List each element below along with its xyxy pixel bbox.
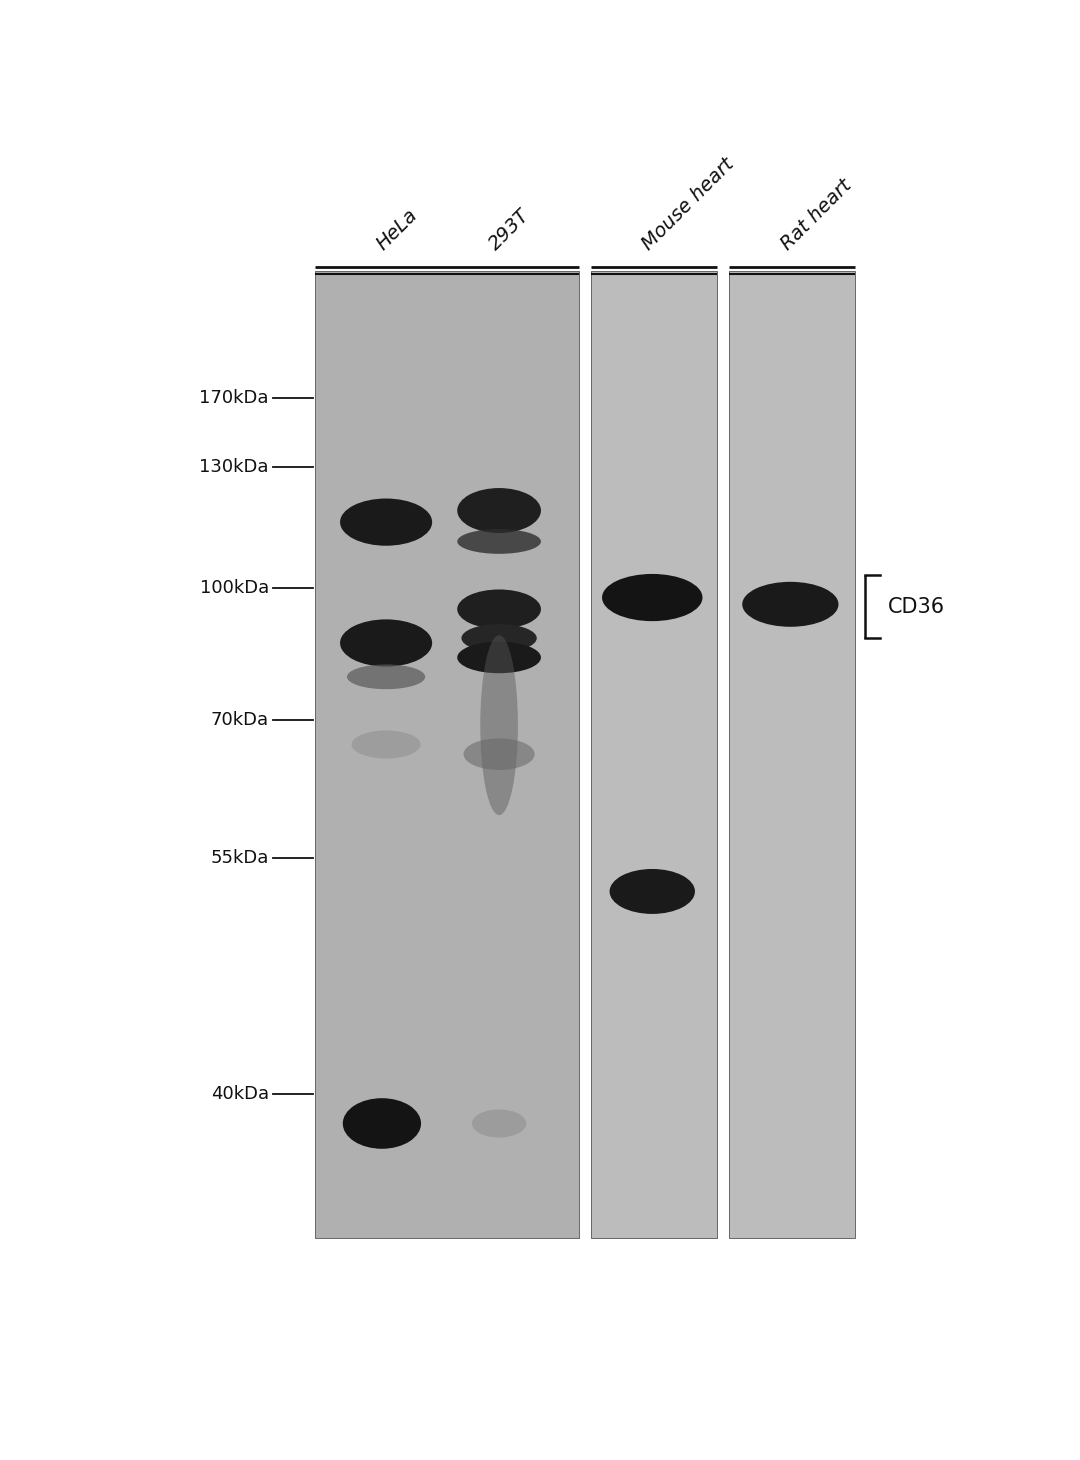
Text: 130kDa: 130kDa (200, 458, 269, 476)
Ellipse shape (457, 488, 541, 533)
Ellipse shape (742, 583, 838, 626)
Ellipse shape (472, 1110, 526, 1137)
Text: CD36: CD36 (889, 597, 945, 616)
Ellipse shape (481, 635, 518, 815)
Ellipse shape (340, 619, 432, 667)
Bar (729, 270, 855, 1238)
Ellipse shape (602, 574, 702, 620)
Text: 100kDa: 100kDa (200, 578, 269, 597)
Text: 40kDa: 40kDa (211, 1085, 269, 1104)
Text: 70kDa: 70kDa (211, 711, 269, 730)
Text: 293T: 293T (486, 206, 534, 254)
Text: 170kDa: 170kDa (200, 390, 269, 407)
Ellipse shape (347, 664, 426, 689)
Ellipse shape (342, 1098, 421, 1149)
Ellipse shape (340, 498, 432, 546)
Text: Rat heart: Rat heart (777, 175, 855, 254)
Ellipse shape (609, 869, 694, 914)
Text: 55kDa: 55kDa (211, 848, 269, 867)
Bar (729, 270, 855, 1238)
Ellipse shape (461, 623, 537, 653)
Ellipse shape (457, 642, 541, 673)
Bar (315, 270, 579, 1238)
Text: Mouse heart: Mouse heart (639, 155, 738, 254)
Text: HeLa: HeLa (373, 206, 421, 254)
Bar (315, 270, 579, 1238)
Ellipse shape (457, 529, 541, 553)
Ellipse shape (463, 739, 535, 769)
Ellipse shape (352, 730, 420, 759)
Ellipse shape (457, 590, 541, 629)
Bar (591, 270, 717, 1238)
Bar (591, 270, 717, 1238)
